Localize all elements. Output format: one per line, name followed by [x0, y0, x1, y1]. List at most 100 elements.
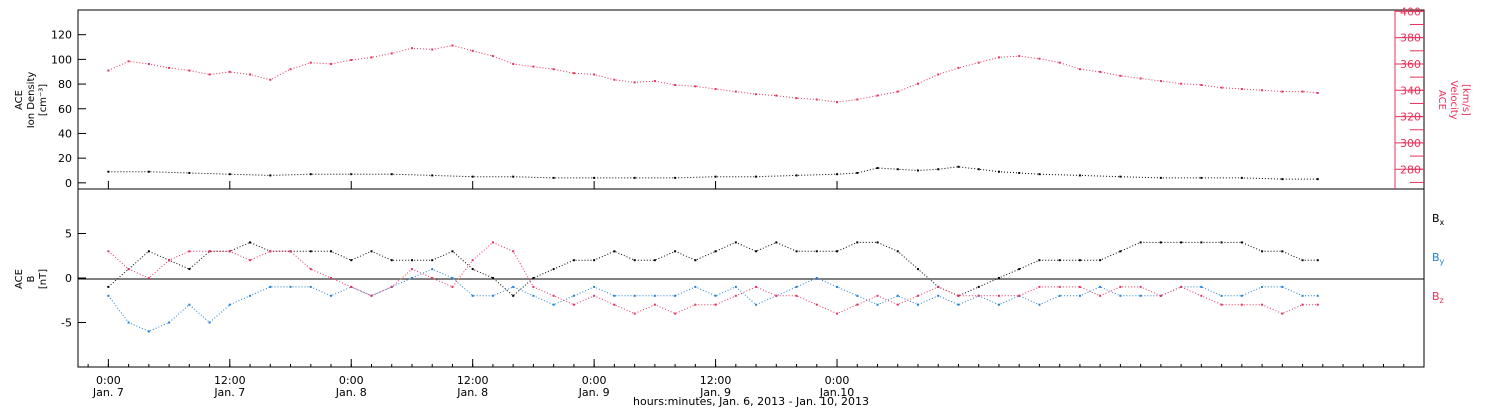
density-point [188, 171, 191, 174]
velocity-point [613, 78, 616, 81]
velocity-point [1139, 77, 1142, 80]
bz-point [1078, 285, 1081, 288]
legend-bz: Bz [1432, 290, 1444, 305]
bz-point [1159, 294, 1162, 297]
by-point [410, 277, 413, 279]
density-point [795, 174, 798, 177]
bz-point [957, 294, 960, 297]
velocity-point [957, 66, 960, 69]
by-point [997, 303, 1000, 306]
density-point [107, 170, 110, 173]
by-point [916, 303, 919, 306]
bx-point [572, 259, 575, 262]
by-point [228, 303, 231, 306]
by-point [856, 294, 859, 297]
velocity-point [390, 52, 393, 55]
density-point [714, 175, 717, 178]
bottom-left-axis-title-line1: ACE [14, 269, 25, 289]
by-point [168, 321, 171, 324]
bottom-left-tick-label: 0 [65, 272, 72, 285]
bz-point [572, 303, 575, 306]
bx-point [1119, 250, 1122, 253]
by-point [795, 285, 798, 288]
density-point [957, 165, 960, 168]
x-tick-date: Jan. 9 [699, 386, 731, 399]
bz-point [836, 312, 839, 315]
top-right-axis-title-line1: ACE [1436, 90, 1447, 110]
bz-point [775, 294, 778, 297]
velocity-point [572, 72, 575, 75]
bz-point [552, 294, 555, 297]
bx-point [471, 268, 474, 271]
bx-point [1180, 241, 1183, 244]
top-panel-series [107, 44, 1319, 181]
bz-point [1240, 303, 1243, 306]
velocity-point [127, 60, 130, 63]
top-left-tick-label: 80 [58, 78, 72, 91]
bz-point [1316, 303, 1319, 306]
x-tick-time: 12:00 [700, 374, 732, 387]
bz-point [370, 294, 373, 297]
velocity-point [451, 44, 454, 47]
velocity-point [228, 70, 231, 73]
density-point [390, 173, 393, 176]
velocity-point [330, 62, 333, 65]
by-point-trace [108, 268, 1318, 332]
velocity-point-trace [108, 44, 1318, 103]
by-point [269, 285, 272, 288]
velocity-point [208, 73, 211, 76]
velocity-point [532, 65, 535, 68]
top-left-tick-label: 0 [65, 177, 72, 190]
bz-point [188, 250, 191, 253]
density-point [977, 168, 980, 171]
bz-point [613, 303, 616, 306]
velocity-point [775, 94, 778, 97]
by-point [471, 294, 474, 297]
bottom-left-tick-label: 5 [65, 228, 72, 241]
bottom-left-tick-labels: -5 0 5 [61, 228, 72, 330]
velocity-point [694, 85, 697, 88]
density-point [431, 174, 434, 177]
x-tick-time: 0:00 [582, 374, 607, 387]
bx-point [451, 250, 454, 253]
velocity-point [1316, 91, 1319, 94]
bx-point [775, 241, 778, 244]
by-point [1240, 294, 1243, 297]
bx-point [613, 250, 616, 253]
top-right-tick-label: 320 [1400, 111, 1421, 124]
bx-point [107, 285, 110, 288]
velocity-point [249, 73, 252, 76]
density-point [269, 174, 272, 177]
by-point [957, 303, 960, 306]
by-point [107, 294, 110, 297]
x-tick-date: Jan. 7 [92, 386, 124, 399]
x-tick-date: Jan. 9 [578, 386, 610, 399]
velocity-point [552, 68, 555, 71]
bx-point [653, 259, 656, 262]
tick-marks [78, 10, 1424, 367]
bx-point [330, 250, 333, 253]
by-point [147, 330, 150, 333]
velocity-point [350, 59, 353, 62]
bz-point [1018, 294, 1021, 297]
density-point [593, 176, 596, 179]
top-left-axis-title-line3: [cm⁻³] [38, 84, 49, 116]
density-point [350, 173, 353, 176]
by-point [289, 285, 292, 288]
velocity-point [653, 80, 656, 83]
bx-point [390, 259, 393, 262]
x-tick-date: Jan.10 [819, 386, 854, 399]
by-point [1316, 294, 1319, 297]
bx-point [309, 250, 312, 253]
top-left-axis-title-line2: Ion Density [26, 72, 37, 129]
density-point [147, 170, 150, 173]
velocity-point [1099, 70, 1102, 73]
bz-point [1281, 312, 1284, 315]
velocity-point [370, 56, 373, 59]
x-tick-time: 0:00 [96, 374, 121, 387]
bx-point [1078, 259, 1081, 262]
bz-point [896, 303, 899, 306]
velocity-point [289, 68, 292, 71]
density-point [309, 173, 312, 176]
